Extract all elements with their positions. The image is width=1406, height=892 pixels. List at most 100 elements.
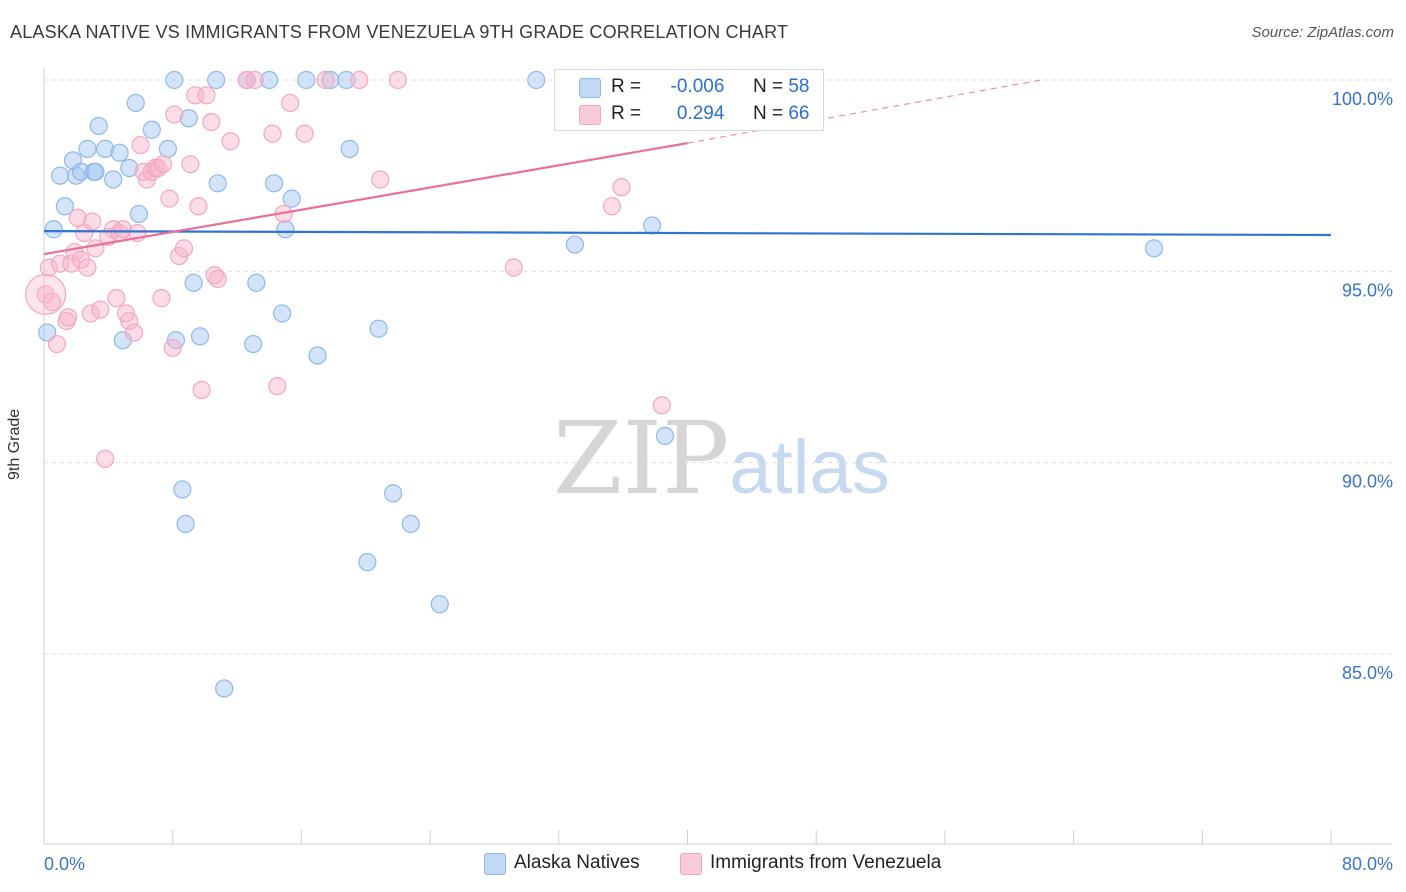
point-venezuela bbox=[42, 292, 62, 312]
point-venezuela bbox=[47, 334, 66, 354]
point-alaska-native bbox=[215, 679, 234, 698]
point-venezuela bbox=[268, 377, 287, 396]
point-venezuela bbox=[602, 197, 621, 216]
point-alaska-native bbox=[78, 139, 97, 158]
point-venezuela bbox=[113, 220, 132, 239]
point-alaska-native bbox=[207, 70, 226, 90]
legend-label-alaska: Alaska Natives bbox=[514, 852, 640, 873]
point-venezuela bbox=[189, 197, 208, 216]
point-alaska-native bbox=[173, 480, 192, 499]
point-venezuela bbox=[39, 258, 58, 277]
point-alaska-native bbox=[71, 162, 91, 181]
point-alaska-native bbox=[96, 139, 115, 158]
point-venezuela bbox=[120, 311, 139, 331]
venezuela-swatch bbox=[579, 105, 601, 125]
point-alaska-native bbox=[120, 158, 139, 178]
point-alaska-native bbox=[282, 189, 301, 208]
point-venezuela bbox=[160, 189, 179, 208]
point-alaska-native bbox=[179, 109, 198, 128]
point-venezuela bbox=[174, 239, 194, 258]
point-alaska-native bbox=[176, 514, 195, 533]
point-venezuela bbox=[68, 208, 87, 227]
point-alaska-native bbox=[383, 484, 403, 503]
point-alaska-native bbox=[276, 220, 295, 239]
alaska-swatch bbox=[579, 78, 601, 98]
point-venezuela bbox=[153, 155, 173, 174]
point-alaska-native bbox=[272, 304, 292, 323]
point-alaska-native bbox=[369, 319, 388, 338]
point-venezuela bbox=[163, 338, 182, 357]
trend-line-venezuela bbox=[43, 142, 688, 256]
point-alaska-native bbox=[655, 426, 675, 445]
point-alaska-native bbox=[44, 220, 63, 239]
point-venezuela bbox=[281, 93, 300, 113]
point-venezuela bbox=[316, 70, 335, 90]
r-value: -0.006 bbox=[670, 76, 725, 97]
y-tick-label: 100.0% bbox=[1332, 89, 1393, 109]
point-alaska-native bbox=[260, 70, 279, 90]
point-alaska-native bbox=[297, 70, 316, 90]
point-venezuela bbox=[263, 124, 282, 143]
point-alaska-native bbox=[401, 514, 420, 533]
point-venezuela bbox=[371, 170, 390, 189]
point-venezuela bbox=[107, 289, 126, 308]
point-venezuela bbox=[91, 300, 110, 319]
point-venezuela bbox=[504, 258, 523, 277]
point-venezuela bbox=[83, 212, 102, 231]
point-alaska-native bbox=[1144, 239, 1164, 258]
point-alaska-native bbox=[244, 334, 263, 354]
point-venezuela bbox=[25, 273, 67, 315]
point-venezuela bbox=[192, 380, 211, 400]
chart-title: ALASKA NATIVE VS IMMIGRANTS FROM VENEZUE… bbox=[10, 22, 789, 42]
point-alaska-native bbox=[165, 70, 184, 90]
r-label: R = bbox=[611, 76, 642, 97]
trend-line-alaska bbox=[43, 230, 1332, 237]
point-alaska-native bbox=[158, 139, 177, 158]
point-alaska-native bbox=[430, 595, 449, 614]
point-venezuela bbox=[131, 135, 150, 155]
point-alaska-native bbox=[184, 273, 203, 292]
n-label: N = bbox=[752, 76, 784, 97]
point-alaska-native bbox=[340, 139, 359, 158]
point-alaska-native bbox=[208, 174, 227, 193]
y-tick-label: 90.0% bbox=[1342, 472, 1393, 492]
point-alaska-native bbox=[643, 216, 662, 235]
point-venezuela bbox=[245, 70, 264, 90]
y-tick-label: 85.0% bbox=[1342, 663, 1393, 683]
legend-swatch-venezuela bbox=[680, 853, 702, 875]
watermark: ZIPatlas bbox=[553, 400, 890, 517]
point-alaska-native bbox=[89, 116, 108, 136]
point-venezuela bbox=[652, 396, 671, 415]
point-venezuela bbox=[350, 70, 369, 90]
point-alaska-native bbox=[358, 553, 377, 572]
x-tick-label: 0.0% bbox=[44, 854, 85, 874]
r-value: 0.294 bbox=[676, 103, 725, 124]
point-venezuela bbox=[152, 289, 171, 308]
point-alaska-native bbox=[142, 120, 161, 139]
point-alaska-native bbox=[50, 166, 70, 185]
x-tick-label: 80.0% bbox=[1342, 854, 1393, 874]
point-alaska-native bbox=[308, 346, 327, 365]
point-alaska-native bbox=[321, 70, 340, 90]
trend-line-venezuela-extension bbox=[687, 79, 1042, 144]
n-value: 58 bbox=[788, 76, 810, 97]
watermark-atlas: atlas bbox=[729, 425, 890, 510]
point-venezuela bbox=[208, 269, 227, 289]
point-alaska-native bbox=[264, 174, 284, 193]
r-label: R = bbox=[611, 103, 642, 124]
point-alaska-native bbox=[110, 143, 129, 162]
point-venezuela bbox=[59, 308, 78, 327]
watermark-zip: ZIP bbox=[553, 400, 730, 517]
point-alaska-native bbox=[565, 235, 584, 254]
point-venezuela bbox=[124, 323, 144, 342]
legend-swatch-alaska bbox=[484, 853, 506, 875]
point-venezuela bbox=[612, 178, 631, 197]
n-label: N = bbox=[752, 103, 784, 124]
point-venezuela bbox=[295, 124, 314, 143]
source-label: Source: ZipAtlas.com bbox=[1251, 24, 1394, 41]
legend-label-venezuela: Immigrants from Venezuela bbox=[710, 852, 942, 873]
point-alaska-native bbox=[126, 93, 145, 113]
point-venezuela bbox=[181, 155, 200, 174]
point-venezuela bbox=[165, 105, 184, 124]
